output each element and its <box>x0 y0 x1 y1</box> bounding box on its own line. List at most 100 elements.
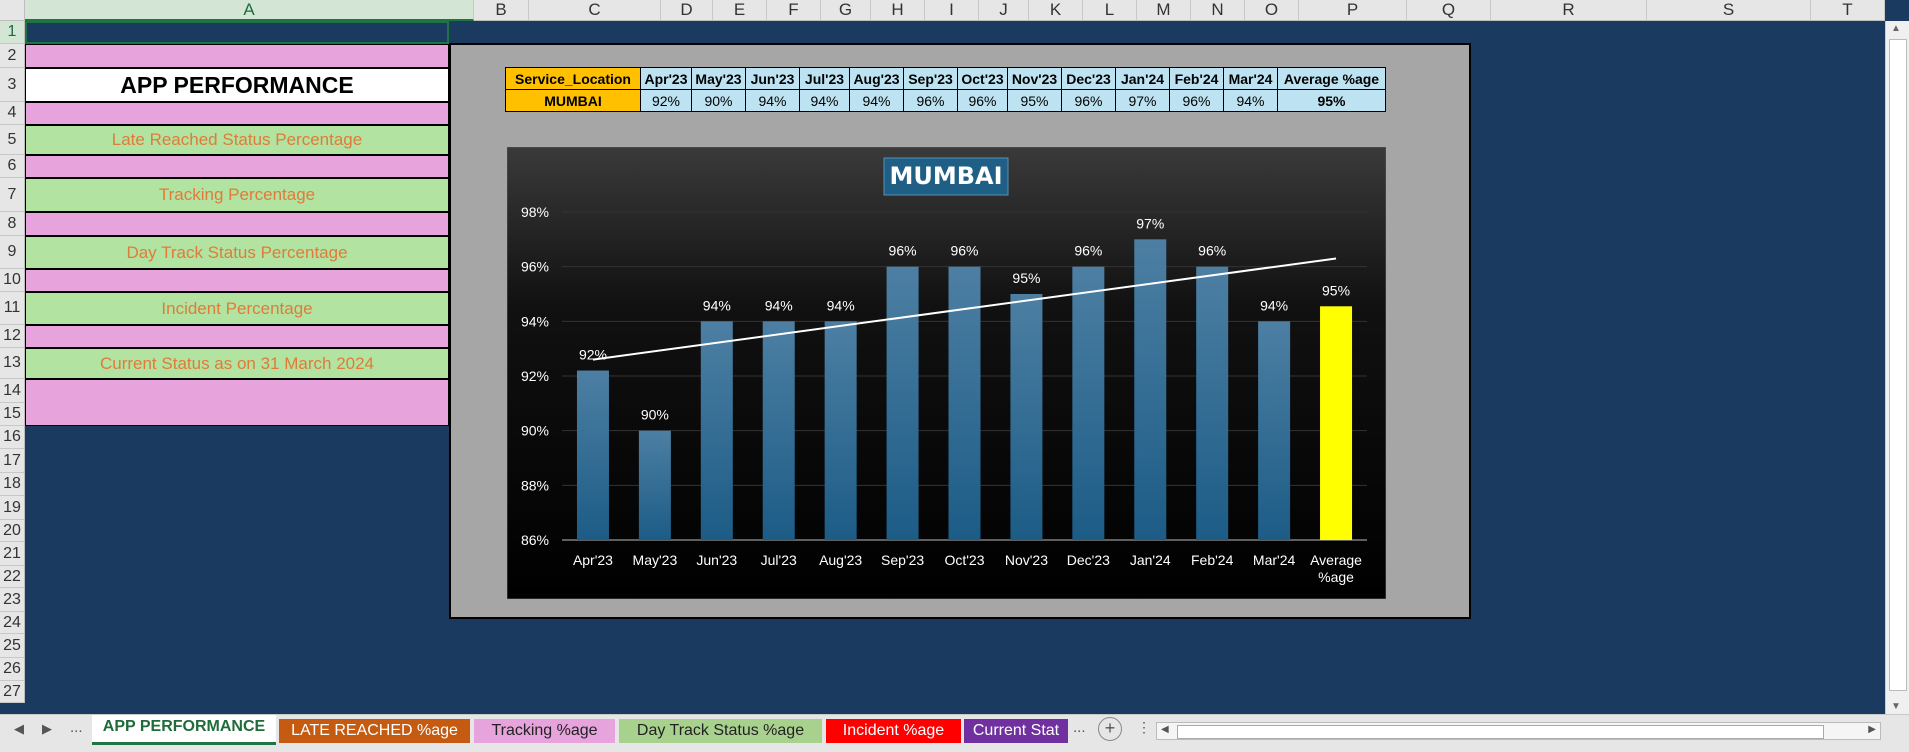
column-header[interactable]: N <box>1191 0 1245 21</box>
column-header[interactable]: J <box>979 0 1029 21</box>
column-header[interactable]: Q <box>1407 0 1491 21</box>
bar[interactable] <box>762 321 795 540</box>
row-header[interactable]: 13 <box>0 348 25 379</box>
sheet-tab[interactable]: LATE REACHED %age <box>279 719 470 743</box>
table-header-cell[interactable]: Average %age <box>1277 67 1386 90</box>
cell-a14-15[interactable] <box>25 379 449 426</box>
table-header-cell[interactable]: Service_Location <box>505 67 641 90</box>
row-header[interactable]: 15 <box>0 403 25 426</box>
table-value-cell[interactable]: 95% <box>1007 89 1062 112</box>
scroll-left-icon[interactable]: ◀ <box>1161 724 1169 735</box>
vertical-scrollbar[interactable]: ▲ ▼ <box>1885 21 1909 714</box>
row-header[interactable]: 14 <box>0 379 25 403</box>
table-header-cell[interactable]: Mar'24 <box>1223 67 1278 90</box>
row-header[interactable]: 24 <box>0 612 25 634</box>
bar[interactable] <box>1072 266 1105 540</box>
table-header-cell[interactable]: Aug'23 <box>849 67 904 90</box>
row-header[interactable]: 9 <box>0 236 25 269</box>
table-value-cell[interactable]: 96% <box>957 89 1008 112</box>
scroll-up-icon[interactable]: ▲ <box>1891 23 1901 34</box>
column-header[interactable]: G <box>821 0 871 21</box>
table-header-cell[interactable]: Sep'23 <box>903 67 958 90</box>
bar[interactable] <box>948 266 981 540</box>
bar[interactable] <box>824 321 857 540</box>
link-incident[interactable]: Incident Percentage <box>25 292 449 325</box>
horizontal-scrollbar[interactable]: ◀ ▶ <box>1156 722 1881 740</box>
table-header-cell[interactable]: Dec'23 <box>1061 67 1116 90</box>
row-header[interactable]: 18 <box>0 473 25 496</box>
horizontal-scroll-thumb[interactable] <box>1177 725 1824 739</box>
column-header[interactable]: H <box>871 0 925 21</box>
row-header[interactable]: 23 <box>0 588 25 612</box>
row-header[interactable]: 25 <box>0 634 25 658</box>
column-header[interactable]: F <box>767 0 821 21</box>
column-header[interactable]: T <box>1811 0 1885 21</box>
column-header[interactable]: D <box>661 0 713 21</box>
table-value-cell[interactable]: 94% <box>849 89 904 112</box>
column-header[interactable]: O <box>1245 0 1299 21</box>
table-header-cell[interactable]: Nov'23 <box>1007 67 1062 90</box>
row-header[interactable]: 7 <box>0 178 25 212</box>
cell-a12[interactable] <box>25 325 449 348</box>
cell-a10[interactable] <box>25 269 449 292</box>
sheet-tab[interactable]: Day Track Status %age <box>619 719 822 743</box>
link-day-track[interactable]: Day Track Status Percentage <box>25 236 449 269</box>
scroll-right-icon[interactable]: ▶ <box>1868 724 1876 735</box>
bar[interactable] <box>1196 266 1229 540</box>
table-value-cell[interactable]: 96% <box>1169 89 1224 112</box>
row-header[interactable]: 1 <box>0 21 25 44</box>
table-header-cell[interactable]: Jul'23 <box>799 67 850 90</box>
sheet-tab[interactable]: APP PERFORMANCE <box>92 715 276 745</box>
column-header[interactable]: E <box>713 0 767 21</box>
bar[interactable] <box>700 321 733 540</box>
row-header[interactable]: 19 <box>0 496 25 520</box>
table-value-cell[interactable]: 97% <box>1115 89 1170 112</box>
table-value-cell[interactable]: 94% <box>1223 89 1278 112</box>
table-header-cell[interactable]: Jun'23 <box>745 67 800 90</box>
vertical-scroll-thumb[interactable] <box>1889 39 1907 691</box>
row-header[interactable]: 26 <box>0 658 25 681</box>
row-header[interactable]: 6 <box>0 155 25 178</box>
table-value-cell[interactable]: MUMBAI <box>505 89 641 112</box>
table-header-cell[interactable]: May'23 <box>691 67 746 90</box>
table-header-cell[interactable]: Jan'24 <box>1115 67 1170 90</box>
link-current-status[interactable]: Current Status as on 31 March 2024 <box>25 348 449 379</box>
cell-a6[interactable] <box>25 155 449 178</box>
sheet-tab[interactable]: Current Stat <box>964 719 1068 743</box>
row-header[interactable]: 20 <box>0 520 25 542</box>
row-header[interactable]: 17 <box>0 449 25 473</box>
row-header[interactable]: 16 <box>0 426 25 449</box>
column-header[interactable]: M <box>1137 0 1191 21</box>
column-header[interactable]: I <box>925 0 979 21</box>
column-header[interactable]: L <box>1083 0 1137 21</box>
more-sheets-right[interactable]: ... <box>1073 719 1086 736</box>
cell-a4[interactable] <box>25 102 449 125</box>
next-sheet-icon[interactable]: ▶ <box>42 721 52 736</box>
cell-a8[interactable] <box>25 212 449 236</box>
select-all-corner[interactable] <box>0 0 25 21</box>
row-header[interactable]: 4 <box>0 102 25 125</box>
table-value-cell[interactable]: 96% <box>1061 89 1116 112</box>
table-value-cell[interactable]: 90% <box>691 89 746 112</box>
bar[interactable] <box>576 370 609 540</box>
row-header[interactable]: 11 <box>0 292 25 325</box>
add-sheet-icon[interactable]: + <box>1098 717 1122 741</box>
row-header[interactable]: 10 <box>0 269 25 292</box>
column-header[interactable]: K <box>1029 0 1083 21</box>
row-header[interactable]: 3 <box>0 68 25 102</box>
row-header[interactable]: 21 <box>0 542 25 566</box>
table-value-cell[interactable]: 92% <box>640 89 692 112</box>
column-header[interactable]: B <box>474 0 529 21</box>
row-header[interactable]: 8 <box>0 212 25 236</box>
splitter-icon[interactable]: ⋮ <box>1137 719 1151 735</box>
bar[interactable] <box>638 430 671 540</box>
row-header[interactable]: 5 <box>0 125 25 155</box>
bar-chart[interactable]: MUMBAI 86% 88% 90% 92% 94% 96% 98% 92% 90% 94% 94… <box>507 147 1386 599</box>
table-header-cell[interactable]: Apr'23 <box>640 67 692 90</box>
column-header[interactable]: P <box>1299 0 1407 21</box>
row-header[interactable]: 27 <box>0 681 25 703</box>
bar[interactable] <box>886 266 919 540</box>
bar[interactable] <box>1134 239 1167 540</box>
column-header[interactable]: C <box>529 0 661 21</box>
table-value-cell[interactable]: 95% <box>1277 89 1386 112</box>
